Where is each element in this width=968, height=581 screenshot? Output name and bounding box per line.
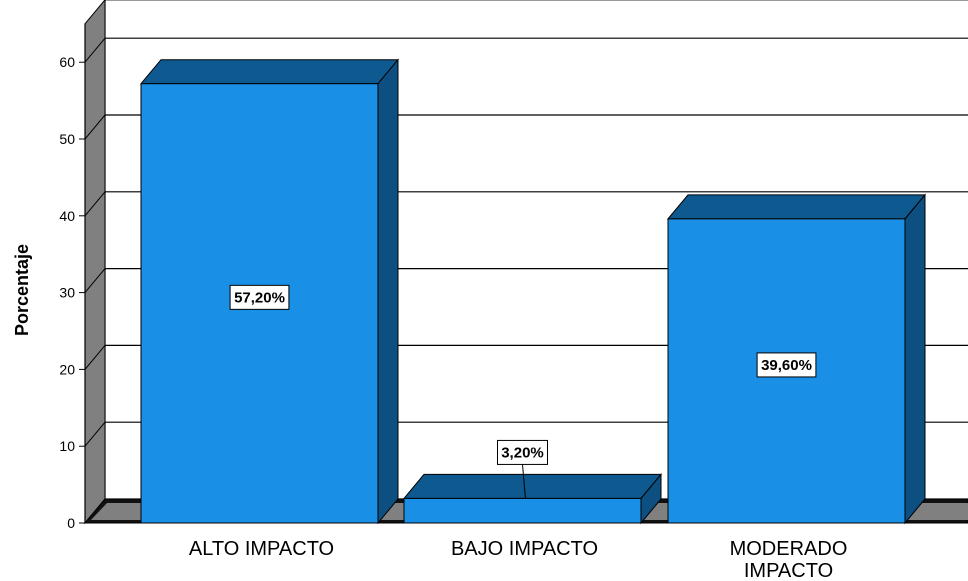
y-tick-label: 0: [67, 515, 75, 531]
y-tick-label: 50: [59, 131, 75, 147]
bar-top: [139, 59, 400, 85]
gridline-wall: [84, 191, 106, 217]
y-tick-label: 40: [59, 208, 75, 224]
bar-top: [666, 194, 927, 220]
data-label-box: [229, 284, 290, 310]
gridline-wall: [84, 421, 106, 447]
gridline-wall: [84, 268, 106, 293]
bar-side: [377, 58, 399, 525]
data-label-box: [497, 439, 548, 465]
data-label: 57,20%: [234, 289, 285, 306]
data-label: 3,20%: [501, 444, 544, 461]
bar-top: [402, 473, 663, 499]
y-tick-label: 30: [59, 285, 75, 301]
y-tick-label: 60: [59, 54, 75, 70]
y-tick-label: 20: [59, 361, 75, 377]
bar: [403, 497, 642, 524]
x-category-label: IMPACTO: [744, 560, 833, 581]
x-category-label: MODERADO: [730, 538, 848, 560]
gridline-wall: [84, 37, 106, 63]
data-label-leader: [522, 464, 526, 500]
data-label-box: [756, 352, 817, 378]
y-axis-title: Porcentaje: [12, 244, 32, 336]
plot-left-wall: [84, 0, 106, 525]
gridline-wall: [84, 345, 106, 370]
x-category-label: BAJO IMPACTO: [451, 538, 598, 560]
bar-side: [904, 193, 926, 525]
y-tick-label: 10: [59, 438, 75, 454]
x-category-label: ALTO IMPACTO: [189, 538, 334, 560]
gridline-wall: [84, 114, 106, 140]
data-label: 39,60%: [761, 357, 812, 374]
